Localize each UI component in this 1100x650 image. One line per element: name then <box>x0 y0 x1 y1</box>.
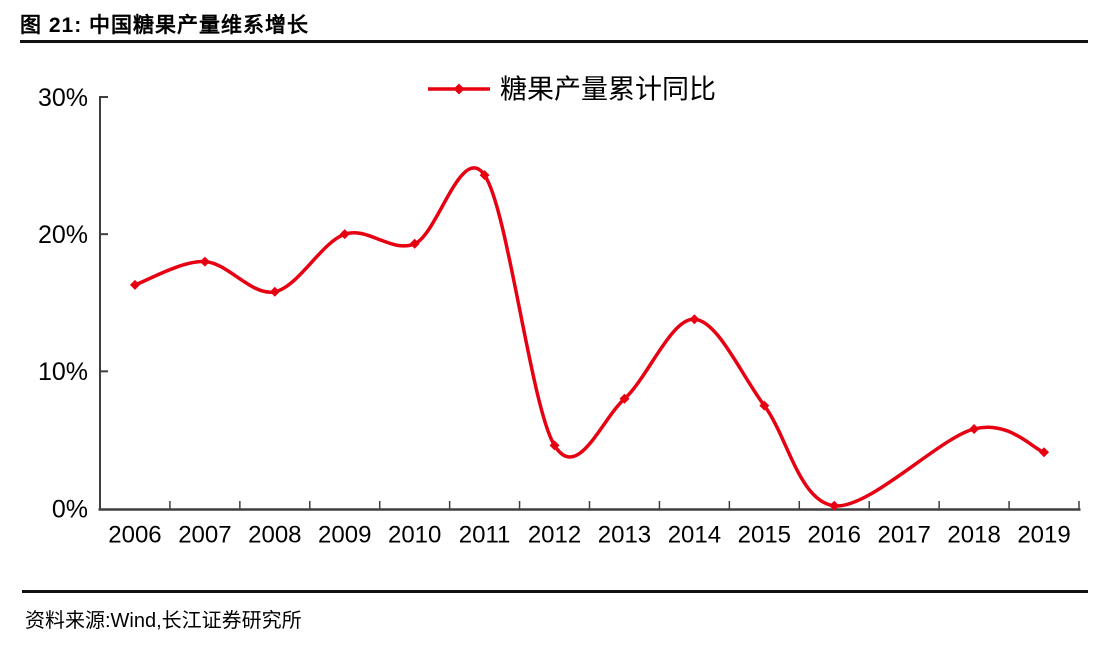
x-tick-label: 2013 <box>598 521 651 548</box>
figure-title: 图 21: 中国糖果产量维系增长 <box>20 14 310 37</box>
x-tick-label: 2007 <box>178 521 231 548</box>
x-tick-label: 2017 <box>877 521 930 548</box>
data-point-2015 <box>759 400 770 411</box>
x-tick-label: 2010 <box>388 521 441 548</box>
data-point-2008 <box>269 286 280 297</box>
x-tick-label: 2018 <box>947 521 1000 548</box>
x-tick-label: 2009 <box>318 521 371 548</box>
data-point-2007 <box>199 256 210 267</box>
x-tick-label: 2008 <box>248 521 301 548</box>
legend-marker-icon <box>453 83 465 95</box>
y-tick-label: 20% <box>38 221 88 249</box>
x-tick-label: 2011 <box>459 521 511 548</box>
data-point-2014 <box>689 314 700 325</box>
y-tick-label: 0% <box>52 495 88 523</box>
x-tick-label: 2012 <box>528 521 581 548</box>
y-tick-label: 30% <box>38 84 88 112</box>
title-divider <box>20 40 1088 43</box>
data-point-2018 <box>969 423 980 434</box>
x-tick-label: 2015 <box>738 521 791 548</box>
footer-divider <box>22 590 1088 593</box>
y-tick-label: 10% <box>38 358 88 386</box>
data-point-2011 <box>479 170 490 181</box>
data-point-2009 <box>339 229 350 240</box>
x-tick-label: 2006 <box>108 521 161 548</box>
x-tick-label: 2014 <box>668 521 721 548</box>
data-point-2016 <box>829 500 840 511</box>
series-line <box>133 166 1046 508</box>
data-point-2019 <box>1039 447 1050 458</box>
source-note: 资料来源:Wind,长江证券研究所 <box>25 610 302 632</box>
data-point-2012 <box>549 440 560 451</box>
data-point-2010 <box>409 238 420 249</box>
x-tick-label: 2016 <box>808 521 861 548</box>
data-point-2013 <box>619 393 630 404</box>
data-point-2006 <box>129 279 140 290</box>
legend-label: 糖果产量累计同比 <box>500 74 716 104</box>
x-tick-label: 2019 <box>1017 521 1070 548</box>
